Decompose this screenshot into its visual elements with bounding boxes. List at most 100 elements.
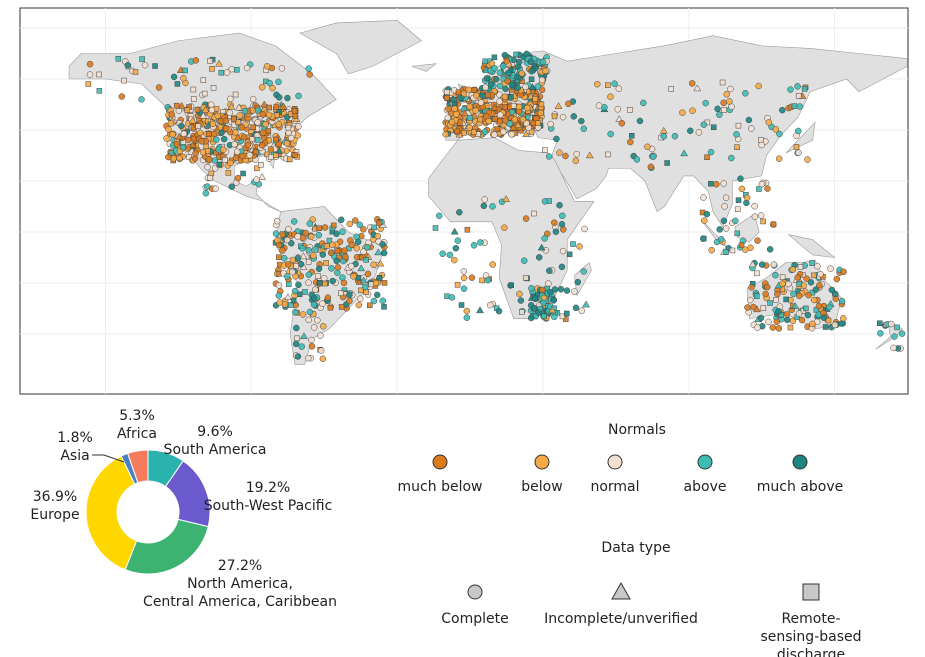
station [479,92,486,99]
legend-label: Incomplete/unverified [544,611,698,627]
station [545,280,552,287]
station [358,287,364,294]
station [779,106,786,114]
station [207,175,213,181]
station [461,130,467,136]
station [184,107,191,113]
station [644,143,651,151]
leader-line [92,454,125,463]
station [629,132,635,139]
station [605,151,611,158]
legend-swatch [792,454,808,470]
slice-label: 19.2% South-West Pacific [204,479,333,515]
station [491,54,498,61]
station [212,185,219,192]
station [502,104,508,110]
station [601,104,608,111]
station [795,310,803,317]
station [167,120,175,127]
station [471,129,477,135]
station [374,232,382,240]
station [235,103,243,111]
station [545,153,553,160]
station [570,241,576,247]
station [716,111,723,118]
station [541,198,549,205]
station [735,122,742,129]
station [671,132,679,140]
station [338,304,345,310]
station [218,129,225,137]
station [576,243,583,250]
station [463,314,471,321]
station [232,91,239,98]
station [280,255,288,262]
station [258,83,266,91]
slice-name: Asia [60,448,90,464]
station [190,86,197,93]
station [201,106,210,113]
station [775,325,783,332]
station [308,343,316,350]
station [240,170,246,177]
station [500,128,507,136]
station [527,58,535,65]
station [340,279,348,287]
land [445,35,908,228]
station [559,113,567,121]
station [734,230,741,237]
station [321,224,329,231]
station [743,194,751,201]
station [720,217,728,225]
station [346,291,353,299]
station [198,137,205,145]
station [766,246,774,253]
station [209,66,215,72]
station [132,69,139,75]
station [762,290,769,298]
station [456,119,464,126]
station [355,301,363,309]
station [464,226,471,233]
station [375,219,383,227]
station [262,120,269,128]
station [729,247,736,254]
station [370,261,377,269]
station [472,107,479,114]
station [376,259,385,267]
station [305,279,312,286]
station [222,157,228,163]
station [269,84,276,92]
station [295,92,302,100]
station [810,272,817,279]
station [888,320,895,328]
station [291,108,298,114]
station [894,324,900,331]
station [541,235,548,242]
station [216,161,223,168]
station [250,124,256,131]
station [487,81,495,88]
station [286,281,292,288]
station [527,314,535,322]
station [342,253,349,261]
station [530,304,538,312]
station [492,116,498,122]
station [228,183,236,190]
station [826,303,833,311]
station [473,92,480,99]
station [825,317,832,324]
station [454,237,462,244]
station [260,129,267,136]
land [411,63,437,72]
station [222,125,230,132]
station [291,287,299,295]
station [460,268,468,275]
station [737,175,744,182]
station [370,297,378,305]
station [275,94,283,101]
station [357,264,366,272]
station [86,71,94,78]
station [348,262,355,270]
station [489,261,496,268]
